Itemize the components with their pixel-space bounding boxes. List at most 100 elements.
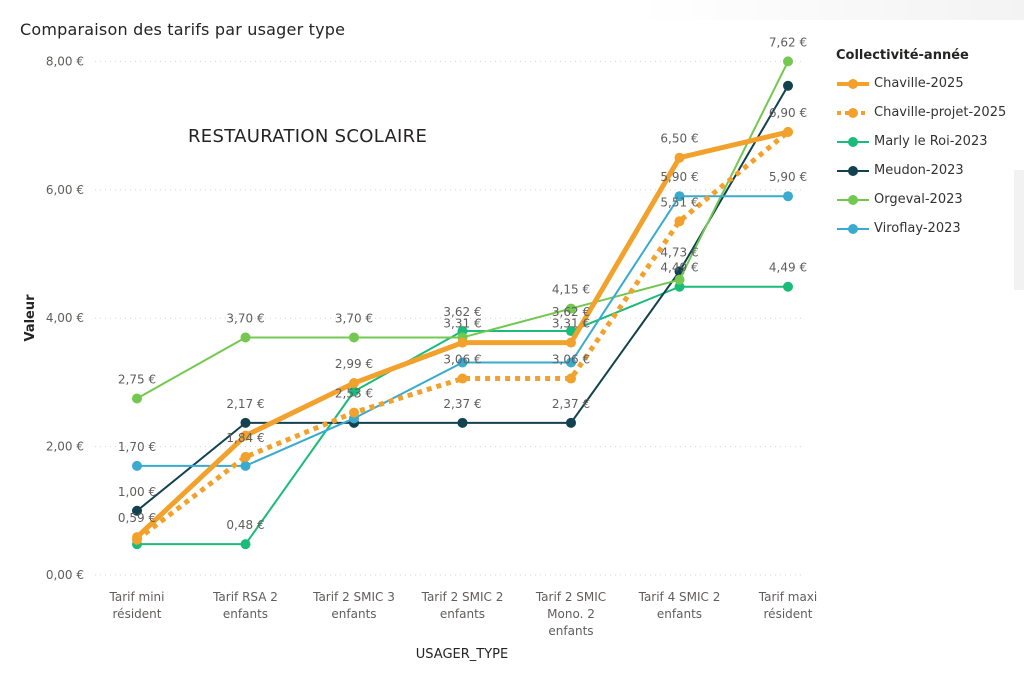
data-label: 2,75 € [118,372,156,386]
y-axis-label: Valeur [23,294,38,342]
x-tick-label: Tarif 2 SMIC 2 enfants [421,590,504,621]
legend-swatch [837,78,869,89]
data-label: 2,37 € [552,397,590,411]
data-label: 5,51 € [660,195,698,209]
data-point [240,460,251,471]
data-point [457,337,468,348]
data-point [132,505,142,516]
legend-item[interactable]: Orgeval-2023 [836,185,1006,214]
data-point [457,357,468,368]
data-label: 3,31 € [443,317,481,331]
x-tick-label: Tarif 2 SMIC 3 enfants [312,590,395,621]
data-label: 6,50 € [660,132,698,146]
data-point [240,417,251,428]
data-point [566,417,576,428]
data-point [240,430,251,441]
data-label: 4,73 € [660,245,698,259]
legend-label: Viroflay-2023 [874,221,961,236]
data-point [240,539,251,550]
x-tick-label: Tarif RSA 2 enfants [212,590,278,621]
legend-label: Meudon-2023 [874,163,964,178]
data-label: 3,62 € [552,305,590,319]
data-point [566,373,576,384]
data-point [674,281,685,292]
data-point [674,274,685,285]
legend-item[interactable]: Viroflay-2023 [836,214,1006,243]
data-label: 1,00 € [118,485,156,499]
y-tick-label: 6,00 € [46,183,84,197]
data-label: 3,31 € [552,317,590,331]
data-label: 5,90 € [660,170,698,184]
data-point [783,281,793,292]
data-label: 4,49 € [660,261,698,275]
data-point [349,332,359,343]
data-point [566,303,576,314]
legend-title: Collectivité-année [836,48,969,63]
data-label: 2,99 € [335,357,373,371]
data-point [132,393,142,404]
data-label: 3,62 € [443,305,481,319]
legend-item[interactable]: Marly le Roi-2023 [836,127,1006,156]
legend-item[interactable]: Meudon-2023 [836,156,1006,185]
series-line [136,60,789,400]
data-label: 3,70 € [335,311,373,325]
x-axis-label: USAGER_TYPE [416,647,508,662]
legend-swatch [837,136,869,147]
data-label: 1,84 € [226,431,264,445]
x-tick-label: Tarif 2 SMIC Mono. 2 enfants [535,590,606,638]
data-point [132,460,142,471]
legend-swatch [837,107,869,118]
data-point [349,407,359,418]
data-point [674,216,685,227]
data-point [349,378,359,389]
x-tick-label: Tarif maxi résident [758,590,817,621]
legend-swatch [837,194,869,205]
data-point [783,191,793,202]
data-label: 7,62 € [769,35,807,49]
data-label: 1,70 € [118,440,156,454]
legend-label: Marly le Roi-2023 [874,134,988,149]
data-label: 6,90 € [769,106,807,120]
data-point [457,417,468,428]
data-point [783,80,793,91]
legend-label: Chaville-projet-2025 [874,105,1007,120]
data-label: 3,06 € [443,353,481,367]
data-point [240,332,251,343]
data-point [240,451,251,462]
legend-item[interactable]: Chaville-2025 [836,69,1006,98]
y-tick-label: 8,00 € [46,54,84,68]
data-point [457,373,468,384]
data-label: 4,49 € [769,261,807,275]
chart-subtitle: RESTAURATION SCOLAIRE [188,126,428,147]
chart-title: Comparaison des tarifs par usager type [20,20,346,39]
data-label: 2,37 € [443,397,481,411]
data-label: 0,48 € [226,518,264,532]
data-label: 2,17 € [226,397,264,411]
y-tick-label: 0,00 € [46,568,84,582]
data-point [674,191,685,202]
data-point [566,337,576,348]
x-tick-label: Tarif 4 SMIC 2 enfants [638,590,721,621]
x-tick-label: Tarif mini résident [109,590,165,621]
y-tick-label: 4,00 € [46,311,84,325]
data-point [783,56,793,67]
data-point [349,386,359,397]
legend-label: Orgeval-2023 [874,192,963,207]
data-label: 2,53 € [335,387,373,401]
decorative-shape-top [640,0,1024,20]
data-label: 5,90 € [769,170,807,184]
decorative-shape-right [1014,170,1024,290]
data-point [566,357,576,368]
legend: Collectivité-année Chaville-2025 Chaville… [836,48,1006,243]
legend-swatch [837,165,869,176]
legend-swatch [837,223,869,234]
data-label: 3,70 € [226,311,264,325]
data-label: 0,59 € [118,511,156,525]
data-point [132,532,142,543]
legend-label: Chaville-2025 [874,76,964,91]
data-label: 3,06 € [552,353,590,367]
data-point [674,152,685,163]
y-tick-label: 2,00 € [46,440,84,454]
legend-item[interactable]: Chaville-projet-2025 [836,98,1006,127]
